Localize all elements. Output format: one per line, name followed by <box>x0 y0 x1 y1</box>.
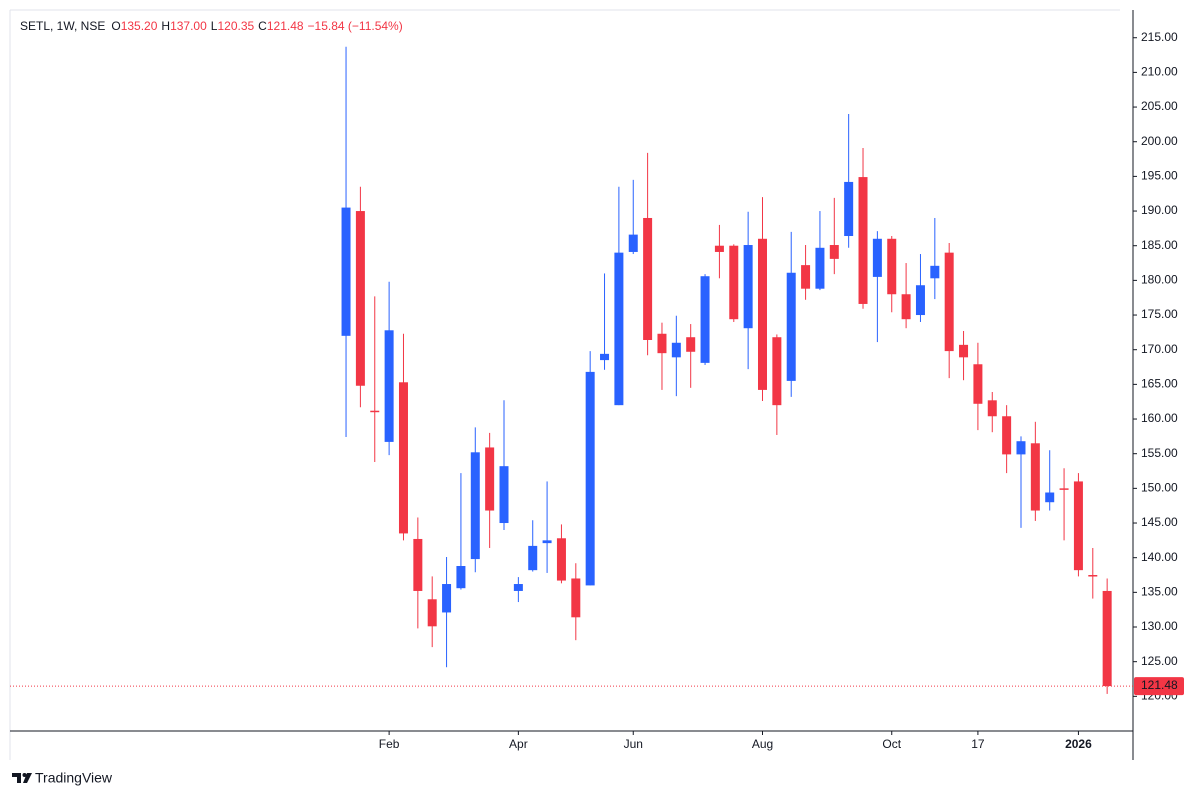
candle-body <box>700 276 710 363</box>
y-tick-label: 165.00 <box>1141 377 1178 391</box>
candle-body <box>844 181 854 237</box>
y-tick-label: 140.00 <box>1141 550 1178 564</box>
candle-body <box>600 353 610 361</box>
y-tick-label: 155.00 <box>1141 446 1178 460</box>
candle-body <box>887 238 897 295</box>
candle-body <box>1059 488 1069 490</box>
candle-body <box>1030 443 1040 511</box>
candle-body <box>614 252 624 406</box>
candle-body <box>1002 416 1012 455</box>
candle-body <box>1016 441 1026 455</box>
candle-body <box>1073 481 1083 571</box>
y-tick-label: 195.00 <box>1141 169 1178 183</box>
candle-body <box>872 238 882 277</box>
header-key: H <box>161 19 170 33</box>
candle-body <box>485 447 495 511</box>
candle-body <box>413 538 423 591</box>
y-tick-label: 200.00 <box>1141 134 1178 148</box>
candle-body <box>341 207 351 336</box>
header: SETL, 1W, NSE O135.20 H137.00 L120.35 C121.4… <box>20 19 403 33</box>
candle-body <box>585 371 595 586</box>
symbol: SETL, 1W, NSE <box>20 19 105 33</box>
candle-body <box>714 245 724 252</box>
candle-body <box>959 344 969 358</box>
x-tick-label: Feb <box>379 737 400 751</box>
candle-body <box>456 566 466 589</box>
candle-body <box>757 238 767 390</box>
y-tick-label: 190.00 <box>1141 203 1178 217</box>
candle-body <box>901 294 911 320</box>
candle-body <box>801 265 811 289</box>
x-tick-label: Jun <box>624 737 643 751</box>
candle-body <box>571 578 581 618</box>
candle-body <box>829 245 839 259</box>
y-tick-label: 215.00 <box>1141 30 1178 44</box>
candle-body <box>1045 492 1055 503</box>
candle-body <box>987 400 997 417</box>
y-tick-label: 135.00 <box>1141 585 1178 599</box>
candle-body <box>556 538 566 581</box>
candle-body <box>542 540 552 544</box>
candle-body <box>370 410 380 413</box>
candle-body <box>671 342 681 358</box>
y-tick-label: 160.00 <box>1141 411 1178 425</box>
candle-body <box>513 584 523 591</box>
header-value: 121.48 <box>267 19 304 33</box>
y-tick-label: 150.00 <box>1141 481 1178 495</box>
header-change: −15.84 (−11.54%) <box>308 19 403 33</box>
candle-body <box>528 545 538 571</box>
candle-body <box>470 452 480 560</box>
x-tick-label: 17 <box>971 737 985 751</box>
header-value: 120.35 <box>217 19 254 33</box>
candle-body <box>944 252 954 352</box>
footer-logo: TradingView <box>12 770 113 786</box>
last-price-box <box>1134 677 1184 696</box>
header-value: 137.00 <box>170 19 207 33</box>
header-key: O <box>111 19 120 33</box>
candle-body <box>427 599 437 627</box>
candle-body <box>686 337 696 352</box>
candle-body <box>930 265 940 279</box>
header-value: 135.20 <box>121 19 158 33</box>
y-tick-label: 180.00 <box>1141 273 1178 287</box>
candle-body <box>743 245 753 329</box>
candle-body <box>355 211 365 386</box>
candle-body <box>643 217 653 340</box>
y-tick-label: 130.00 <box>1141 619 1178 633</box>
y-tick-label: 170.00 <box>1141 342 1178 356</box>
candle-body <box>772 337 782 406</box>
candle-body <box>628 234 638 252</box>
y-tick-label: 205.00 <box>1141 99 1178 113</box>
candle-body <box>729 245 739 320</box>
x-tick-label: Aug <box>752 737 773 751</box>
plot-area <box>10 10 1133 731</box>
header-key: C <box>258 19 267 33</box>
header-key: L <box>211 19 218 33</box>
candle-body <box>1088 575 1098 577</box>
candle-body <box>657 333 667 354</box>
x-tick-label: Apr <box>509 737 528 751</box>
y-tick-label: 210.00 <box>1141 65 1178 79</box>
last-price-label: 121.48 <box>1141 678 1178 692</box>
x-tick-label: Oct <box>882 737 901 751</box>
candle-body <box>398 382 408 534</box>
brand: TradingView <box>35 770 113 786</box>
candle-body <box>499 466 509 524</box>
candle-body <box>815 247 825 289</box>
y-tick-label: 175.00 <box>1141 307 1178 321</box>
candle-body <box>442 584 452 613</box>
candle-body <box>1102 590 1112 687</box>
candle-body <box>786 272 796 381</box>
candle-body <box>384 330 394 442</box>
candle-body <box>915 285 925 316</box>
y-tick-label: 185.00 <box>1141 238 1178 252</box>
candle-body <box>858 177 868 304</box>
x-tick-label: 2026 <box>1065 737 1092 751</box>
y-tick-label: 145.00 <box>1141 515 1178 529</box>
candle-body <box>973 364 983 404</box>
y-tick-label: 125.00 <box>1141 654 1178 668</box>
